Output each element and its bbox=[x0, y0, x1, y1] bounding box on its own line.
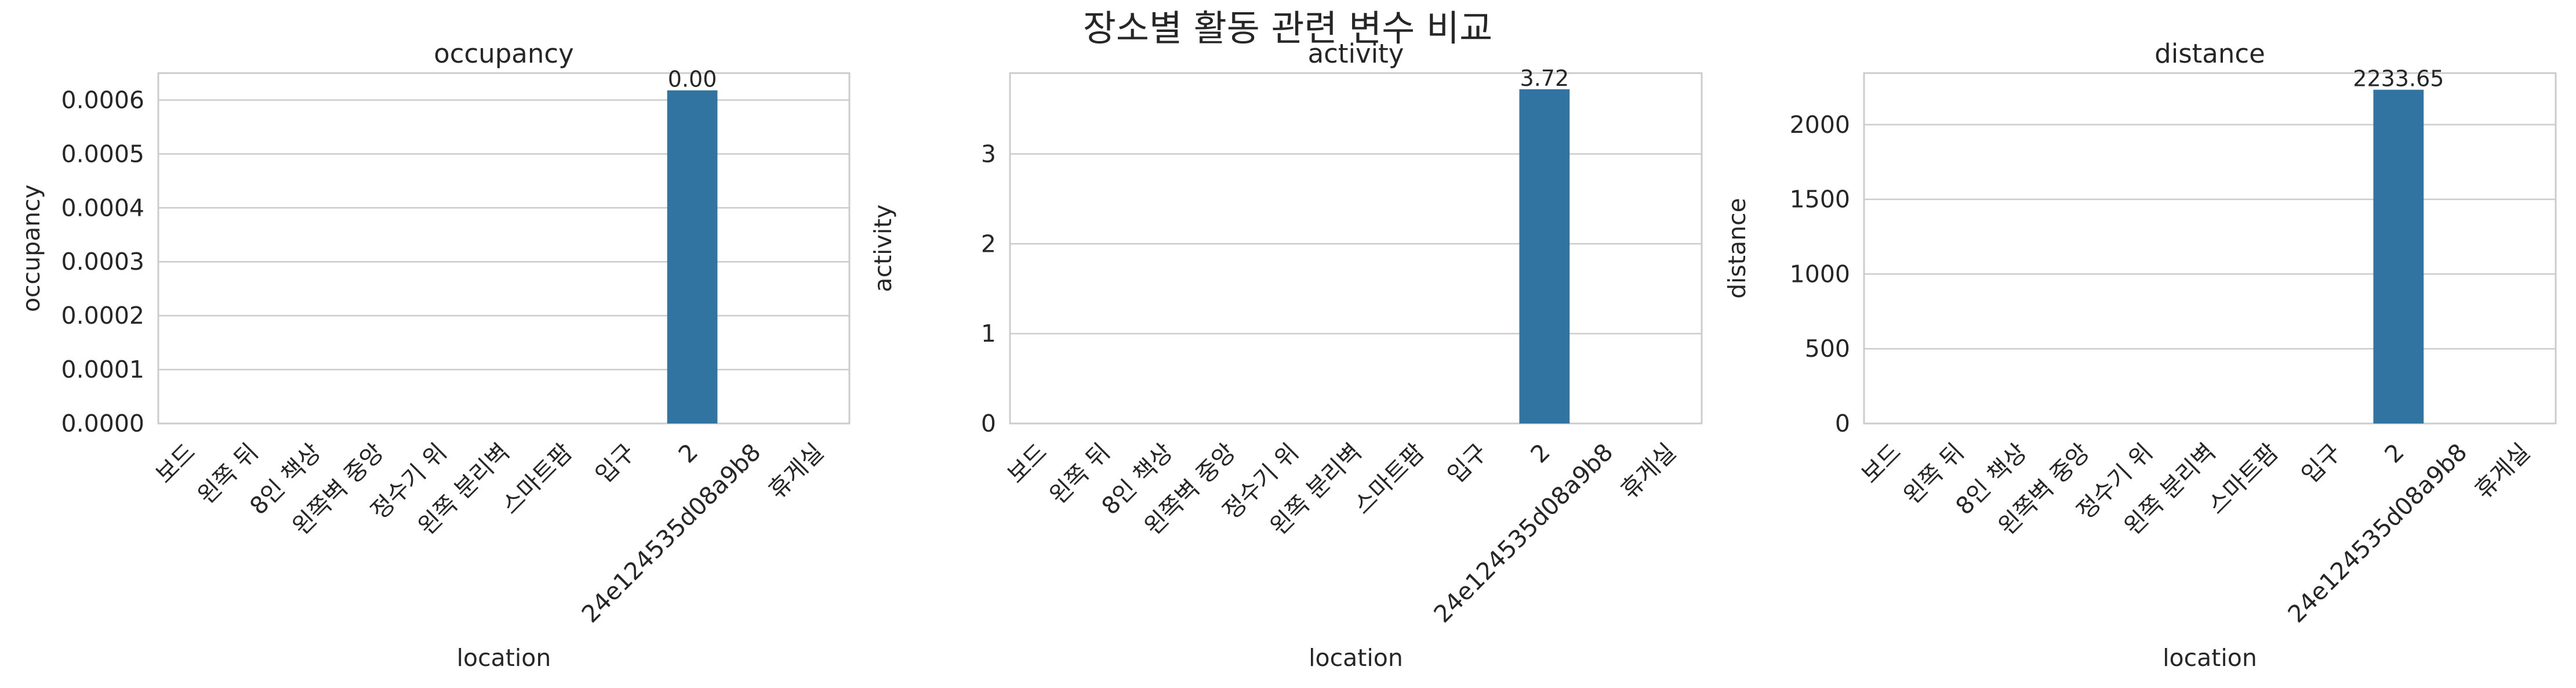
ytick-label: 0.0005 bbox=[61, 140, 144, 168]
xtick-label: 휴게실 bbox=[1615, 438, 1681, 504]
chart-title: activity bbox=[1308, 38, 1404, 69]
ytick-label: 0.0001 bbox=[61, 356, 144, 383]
xtick-label: 2 bbox=[1525, 438, 1556, 468]
ytick-label: 1 bbox=[981, 320, 996, 347]
ytick-label: 500 bbox=[1805, 335, 1850, 363]
axes-frame bbox=[1009, 72, 1703, 425]
xtick-label: 스마트팜 bbox=[496, 438, 578, 520]
xtick-label: 스마트팜 bbox=[1348, 438, 1430, 520]
ytick-label: 0.0006 bbox=[61, 86, 144, 114]
x-axis-label: location bbox=[2163, 644, 2257, 672]
axes-frame bbox=[1863, 72, 2557, 425]
x-axis-label: location bbox=[457, 644, 551, 672]
xtick-label: 스마트팜 bbox=[2202, 438, 2284, 520]
bar-2 bbox=[667, 90, 718, 424]
xtick-label: 입구 bbox=[1442, 438, 1492, 488]
chart-title: distance bbox=[2154, 38, 2265, 69]
xtick-label: 2 bbox=[2379, 438, 2410, 468]
chart-title: occupancy bbox=[434, 38, 574, 69]
y-axis-label: distance bbox=[1723, 198, 1751, 299]
axes-frame bbox=[157, 72, 851, 425]
bar-value-label: 2233.65 bbox=[2353, 66, 2444, 92]
xtick-label: 입구 bbox=[2296, 438, 2346, 488]
ytick-label: 0.0002 bbox=[61, 302, 144, 329]
xtick-label: 2 bbox=[673, 438, 703, 468]
x-axis-label: location bbox=[1309, 644, 1403, 672]
ytick-label: 0.0000 bbox=[61, 410, 144, 437]
ytick-label: 0.0004 bbox=[61, 194, 144, 222]
bar-2 bbox=[1519, 89, 1570, 423]
xtick-label: 보드 bbox=[150, 438, 201, 488]
ytick-label: 0 bbox=[1835, 410, 1850, 437]
xtick-label: 휴게실 bbox=[2469, 438, 2535, 504]
ytick-label: 3 bbox=[981, 140, 996, 168]
xtick-label: 보드 bbox=[1002, 438, 1052, 488]
bar-2 bbox=[2373, 89, 2424, 423]
ytick-label: 1000 bbox=[1790, 260, 1850, 288]
ytick-label: 1500 bbox=[1790, 186, 1850, 213]
ytick-label: 2000 bbox=[1790, 111, 1850, 139]
bar-value-label: 0.00 bbox=[668, 67, 717, 92]
chart-occupancy: 0.0000 0.0001 0.0002 0.0003 0.0004 0.0005 0.00… bbox=[17, 38, 851, 672]
ytick-label: 2 bbox=[981, 230, 996, 258]
xtick-label: 보드 bbox=[1856, 438, 1906, 488]
figure-suptitle: 장소별 활동 관련 변수 비교 bbox=[1083, 7, 1492, 49]
charts-container: 0.00000.00010.00020.00030.00040.00050.00… bbox=[17, 38, 2557, 672]
ytick-label: 0.0003 bbox=[61, 248, 144, 276]
y-axis-label: activity bbox=[869, 204, 897, 292]
bar-value-label: 3.72 bbox=[1520, 66, 1569, 91]
ytick-label: 0 bbox=[981, 410, 996, 437]
y-axis-label: occupancy bbox=[17, 184, 45, 312]
xtick-label: 휴게실 bbox=[763, 438, 829, 504]
xtick-label: 입구 bbox=[590, 438, 641, 488]
